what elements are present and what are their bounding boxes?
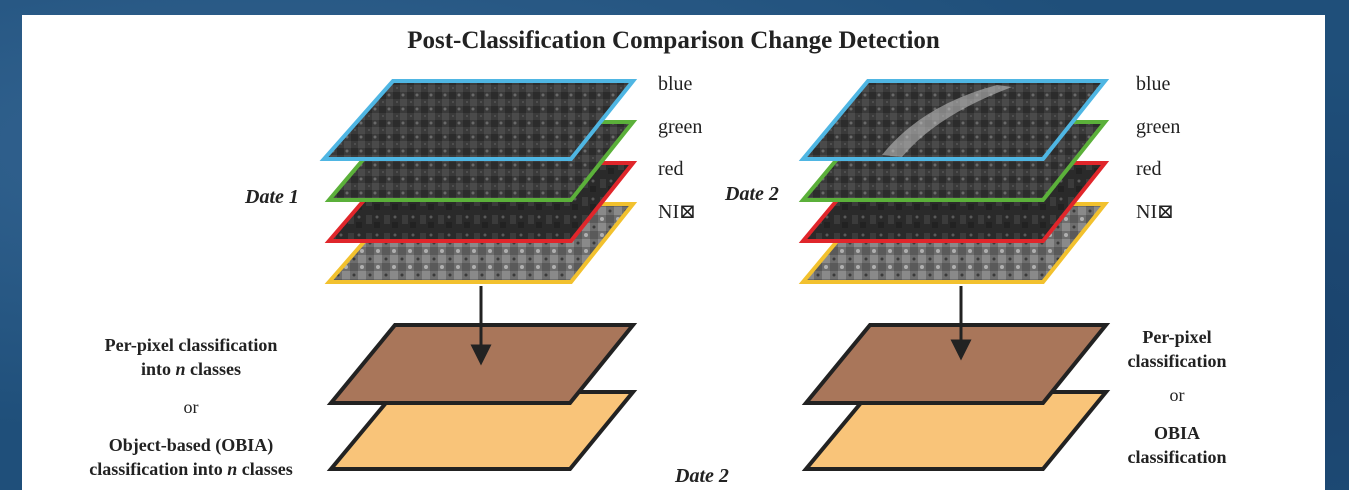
left-class-line1: Per-pixel classification: [104, 335, 278, 355]
left-band-red-label: red: [658, 158, 684, 180]
right-blue-layer: [798, 79, 1110, 161]
right-class-or: or: [1169, 385, 1185, 405]
right-band-blue-label: blue: [1136, 73, 1171, 95]
right-date-label: Date 2: [725, 183, 779, 205]
left-date-label: Date 1: [245, 186, 299, 208]
right-class-line2: classification: [1127, 351, 1227, 371]
right-class-line3: OBIA: [1153, 423, 1200, 443]
left-band-blue-label: blue: [658, 73, 693, 95]
bottom-date-label: Date 2: [675, 465, 729, 487]
right-class-line1: Per-pixel: [1142, 327, 1212, 347]
right-band-green-label: green: [1136, 116, 1181, 138]
right-image-feature: [882, 85, 1012, 157]
right-perpixel-layer: [801, 323, 1111, 405]
right-class-line4: classification: [1127, 447, 1227, 467]
left-band-green-label: green: [658, 116, 703, 138]
left-class-line2: into n classes: [140, 359, 242, 379]
left-class-or: or: [183, 397, 199, 417]
diagram-graphics: [319, 79, 1111, 471]
left-class-line4: classification into n classes: [89, 459, 293, 479]
left-class-line3: Object-based (OBIA): [108, 435, 274, 455]
left-band-nir-label: NI⊠: [658, 201, 696, 223]
diagram-title: Post-Classification Comparison Change De…: [407, 27, 940, 54]
right-band-nir-label: NI⊠: [1136, 201, 1174, 223]
left-classification-text: Per-pixel classification into n classes …: [52, 333, 330, 481]
right-classification-text: Per-pixel classification or OBIA classif…: [1102, 325, 1252, 469]
right-band-red-label: red: [1136, 158, 1162, 180]
left-blue-layer: [319, 79, 638, 161]
diagram-panel: Post-Classification Comparison Change De…: [22, 15, 1325, 490]
